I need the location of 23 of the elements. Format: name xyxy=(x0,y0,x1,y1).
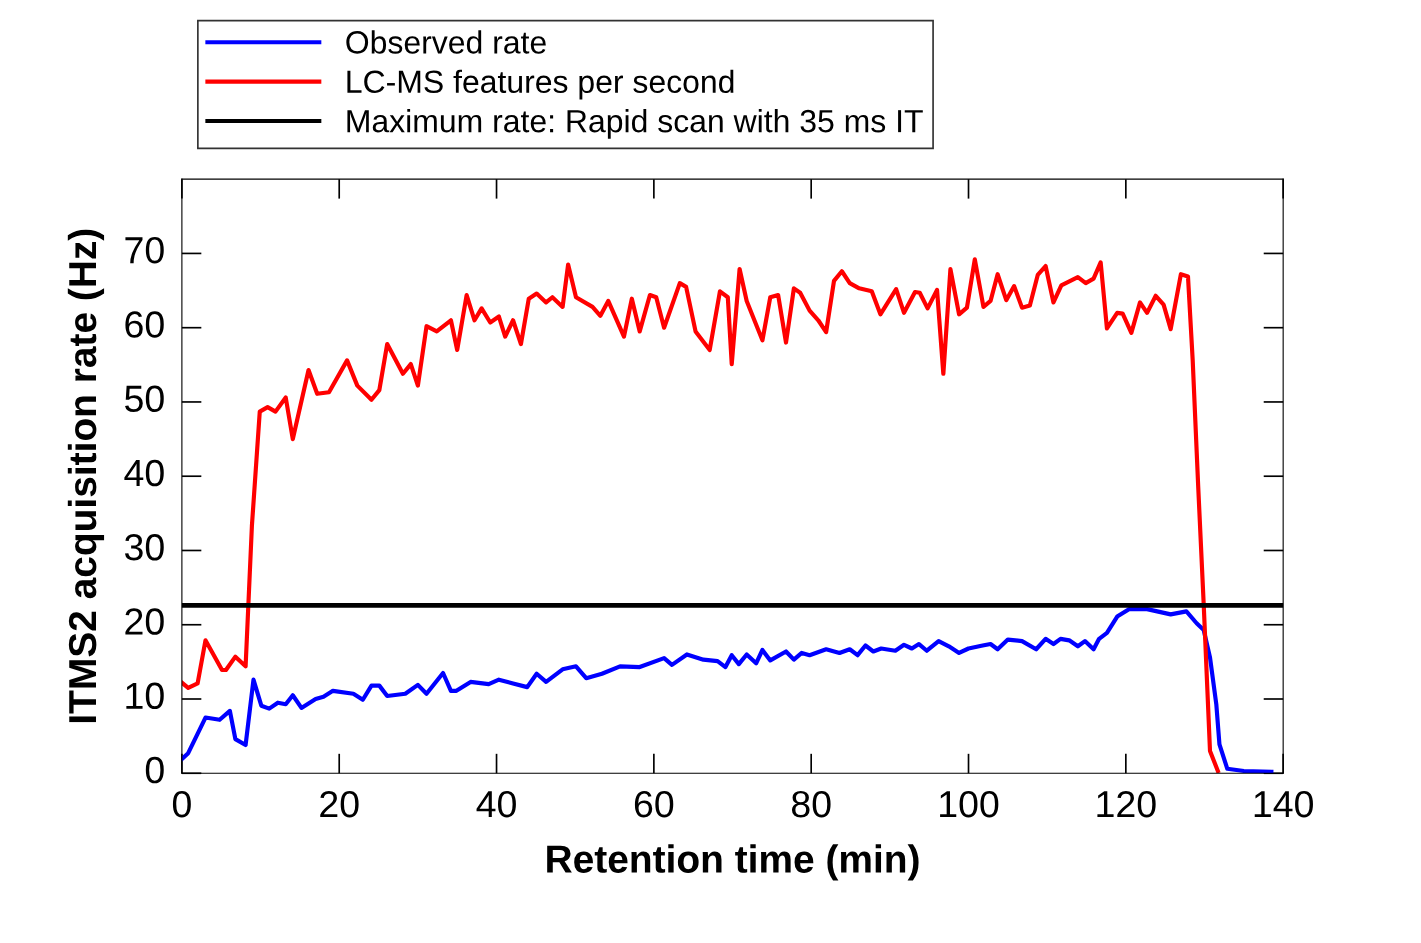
x-tick-label: 40 xyxy=(476,790,516,818)
x-tick-label: 20 xyxy=(320,790,359,818)
x-tick-label: 0 xyxy=(172,790,191,818)
legend-label: LC-MS features per second xyxy=(347,69,734,100)
legend-label: Observed rate xyxy=(346,30,546,54)
x-axis-title: Retention time (min) xyxy=(547,844,919,881)
y-tick-label: 20 xyxy=(125,608,164,635)
x-tick-label: 120 xyxy=(1097,790,1156,818)
y-tick-label: 0 xyxy=(145,756,164,784)
x-tick-label: 60 xyxy=(634,790,674,818)
x-tick-label: 80 xyxy=(791,790,831,818)
y-tick-label: 10 xyxy=(126,682,164,710)
line-series xyxy=(181,257,1220,774)
line-series xyxy=(181,607,1274,774)
y-tick-label: 70 xyxy=(125,236,164,264)
y-tick-label: 50 xyxy=(125,385,164,413)
y-tick-label: 30 xyxy=(124,533,164,561)
y-tick-label: 40 xyxy=(124,459,164,487)
y-axis-title: ITMS2 acquisition rate (Hz) xyxy=(67,229,105,723)
x-tick-label: 140 xyxy=(1254,790,1313,818)
legend-label: Maximum rate: Rapid scan with 35 ms IT xyxy=(347,108,923,139)
y-tick-label: 60 xyxy=(125,311,164,338)
x-tick-label: 100 xyxy=(940,790,999,818)
